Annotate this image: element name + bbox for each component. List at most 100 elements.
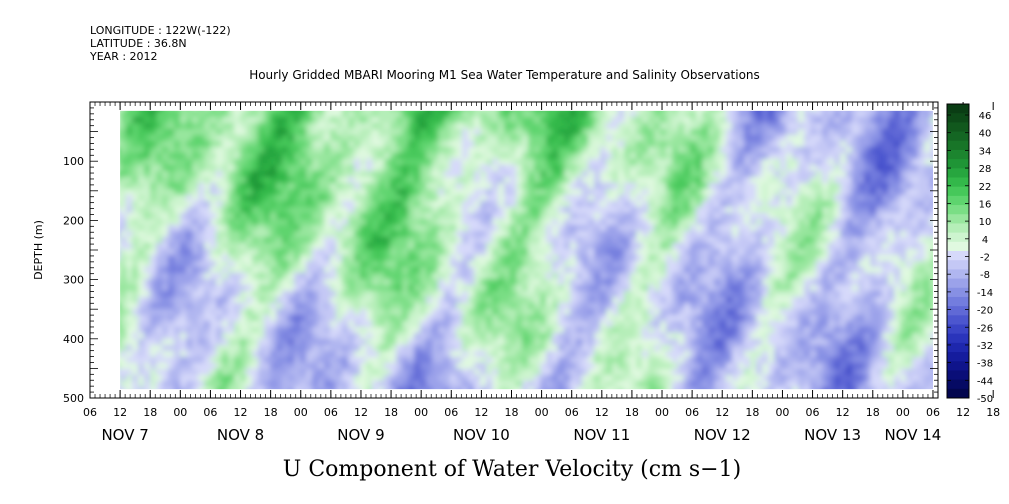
heatmap-cell [552, 266, 560, 274]
heatmap-cell [504, 158, 512, 166]
heatmap-cell [438, 146, 446, 154]
heatmap-cell [258, 284, 266, 292]
heatmap-cell [546, 338, 554, 346]
heatmap-cell [198, 212, 206, 220]
heatmap-cell [372, 128, 380, 136]
heatmap-cell [486, 314, 494, 322]
heatmap-cell [612, 356, 620, 364]
heatmap-cell [426, 368, 434, 376]
heatmap-cell [690, 296, 698, 304]
heatmap-cell [546, 308, 554, 316]
heatmap-cell [612, 260, 620, 268]
heatmap-cell [642, 134, 650, 142]
heatmap-cell [648, 386, 656, 390]
heatmap-cell [198, 266, 206, 274]
heatmap-cell [474, 344, 482, 352]
heatmap-cell [204, 368, 212, 376]
heatmap-cell [564, 374, 572, 382]
heatmap-cell [690, 110, 698, 118]
heatmap-cell [558, 182, 566, 190]
heatmap-cell [648, 314, 656, 322]
heatmap-cell [702, 116, 710, 124]
heatmap-cell [330, 338, 338, 346]
heatmap-cell [324, 302, 332, 310]
heatmap-cell [210, 374, 218, 382]
heatmap-cell [390, 140, 398, 148]
heatmap-cell [402, 248, 410, 256]
heatmap-cell [126, 212, 134, 220]
heatmap-cell [324, 158, 332, 166]
heatmap-cell [576, 164, 584, 172]
heatmap-cell [210, 158, 218, 166]
heatmap-cell [534, 272, 542, 280]
heatmap-cell [672, 296, 680, 304]
heatmap-cell [708, 212, 716, 220]
heatmap-cell [228, 134, 236, 142]
heatmap-cell [720, 320, 728, 328]
heatmap-cell [654, 314, 662, 322]
heatmap-cell [546, 158, 554, 166]
heatmap-cell [540, 122, 548, 130]
heatmap-cell [330, 212, 338, 220]
heatmap-cell [600, 260, 608, 268]
heatmap-cell [204, 374, 212, 382]
heatmap-cell [138, 164, 146, 172]
heatmap-cell [714, 393, 721, 400]
heatmap-cell [660, 368, 668, 376]
heatmap-cell [294, 308, 302, 316]
heatmap-cell [300, 272, 308, 280]
heatmap-cell [648, 254, 656, 262]
heatmap-cell [336, 128, 344, 136]
heatmap-cell [720, 128, 728, 136]
heatmap-cell [528, 122, 536, 130]
heatmap-cell [270, 158, 278, 166]
heatmap-cell [270, 260, 278, 268]
heatmap-cell [516, 393, 523, 400]
heatmap-cell [564, 218, 572, 226]
heatmap-cell [246, 254, 254, 262]
heatmap-cell [684, 393, 691, 400]
heatmap-cell [138, 176, 146, 184]
heatmap-cell [522, 308, 530, 316]
heatmap-cell [324, 362, 332, 370]
heatmap-cell [198, 386, 206, 390]
heatmap-cell [228, 176, 236, 184]
heatmap-cell [330, 278, 338, 286]
heatmap-cell [600, 152, 608, 160]
heatmap-cell [210, 200, 218, 208]
heatmap-cell [186, 386, 194, 390]
heatmap-cell [270, 374, 278, 382]
heatmap-cell [576, 248, 584, 256]
heatmap-cell [270, 170, 278, 178]
heatmap-cell [306, 386, 314, 390]
heatmap-cell [390, 314, 398, 322]
heatmap-cell [366, 170, 374, 178]
heatmap-cell [294, 272, 302, 280]
heatmap-cell [714, 320, 722, 328]
heatmap-cell [348, 146, 356, 154]
heatmap-cell [246, 116, 254, 124]
heatmap-cell [144, 182, 152, 190]
heatmap-cell [618, 176, 626, 184]
heatmap-cell [450, 116, 458, 124]
heatmap-cell [534, 296, 542, 304]
heatmap-cell [156, 260, 164, 268]
heatmap-cell [282, 356, 290, 364]
heatmap-cell [174, 344, 182, 352]
heatmap-cell [444, 350, 452, 358]
heatmap-cell [624, 254, 632, 262]
heatmap-cell [228, 182, 236, 190]
heatmap-cell [258, 164, 266, 172]
heatmap-cell [420, 224, 428, 232]
heatmap-cell [282, 224, 290, 232]
heatmap-cell [408, 224, 416, 232]
heatmap-cell [120, 110, 128, 118]
heatmap-cell [186, 230, 194, 238]
heatmap-cell [372, 296, 380, 304]
heatmap-cell [660, 393, 667, 400]
heatmap-cell [474, 368, 482, 376]
heatmap-cell [324, 212, 332, 220]
heatmap-cell [498, 176, 506, 184]
heatmap-cell [408, 116, 416, 124]
heatmap-cell [444, 302, 452, 310]
